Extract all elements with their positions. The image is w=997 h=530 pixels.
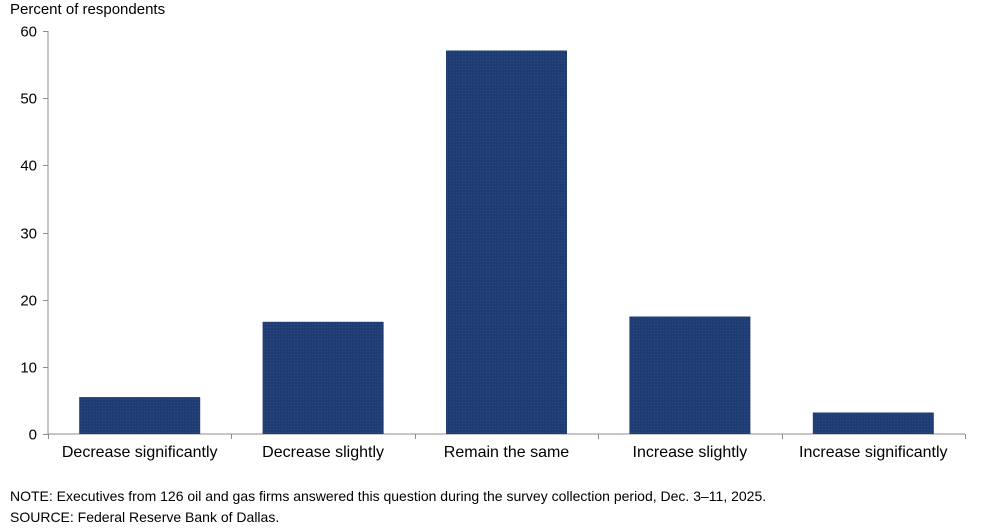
bar-decrease-significantly [79,397,201,434]
y-tick-label: 40 [20,158,37,175]
y-tick-label: 20 [20,293,37,310]
y-tick-label: 60 [20,24,37,41]
y-axis-title: Percent of respondents [10,1,166,18]
bar-increase-slightly [629,316,751,434]
y-tick-label: 0 [29,427,37,444]
y-tick-label: 30 [20,226,37,243]
bars [79,50,934,434]
x-tick-label: Increase significantly [799,444,948,461]
y-tick-label: 10 [20,360,37,377]
bar-decrease-slightly [262,321,384,434]
source-text: SOURCE: Federal Reserve Bank of Dallas. [10,509,280,525]
bar-increase-significantly [812,412,934,434]
x-tick-label: Decrease significantly [62,444,218,461]
x-tick-label: Remain the same [444,444,569,461]
x-tick-label: Increase slightly [633,444,748,461]
note-text: NOTE: Executives from 126 oil and gas fi… [10,488,767,504]
bar-remain-the-same [446,50,567,434]
y-tick-label: 50 [20,91,37,108]
ticks: 0 10 20 30 40 50 60 Decrease significantly Decre… [20,24,966,461]
x-tick-label: Decrease slightly [262,444,384,461]
